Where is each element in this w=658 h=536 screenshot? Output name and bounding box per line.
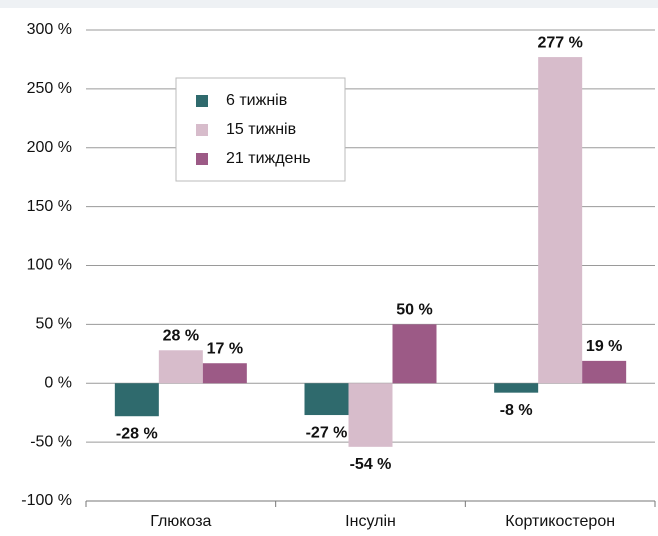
x-tick-label: Інсулін xyxy=(345,513,396,530)
bar xyxy=(202,363,247,384)
y-tick-label: 200 % xyxy=(27,139,72,156)
value-label: -54 % xyxy=(350,456,392,473)
bar xyxy=(494,383,539,393)
y-tick-label: -50 % xyxy=(30,433,72,450)
legend-label: 21 тиждень xyxy=(226,150,311,167)
value-label: -28 % xyxy=(116,425,158,442)
top-band xyxy=(0,0,658,8)
legend-label: 15 тижнів xyxy=(226,121,296,138)
y-tick-label: -100 % xyxy=(21,492,72,509)
legend-label: 6 тижнів xyxy=(226,92,287,109)
y-tick-label: 250 % xyxy=(27,80,72,97)
y-tick-label: 100 % xyxy=(27,257,72,274)
legend-swatch xyxy=(196,95,208,107)
value-label: 50 % xyxy=(396,302,432,319)
value-label: 28 % xyxy=(163,327,199,344)
value-label: 17 % xyxy=(207,340,243,357)
bar xyxy=(304,383,349,416)
y-tick-label: 50 % xyxy=(36,316,72,333)
bar xyxy=(114,383,159,417)
bar xyxy=(538,57,583,384)
legend-swatch xyxy=(196,124,208,136)
bar xyxy=(348,383,393,447)
bar xyxy=(158,350,203,384)
bar xyxy=(582,360,627,384)
value-label: -27 % xyxy=(306,424,348,441)
value-label: 277 % xyxy=(537,34,582,51)
value-label: -8 % xyxy=(500,402,533,419)
legend-swatch xyxy=(196,153,208,165)
x-tick-label: Глюкоза xyxy=(150,513,211,530)
x-tick-label: Кортикостерон xyxy=(505,513,615,530)
value-label: 19 % xyxy=(586,338,622,355)
y-tick-label: 150 % xyxy=(27,198,72,215)
bar xyxy=(392,324,437,384)
y-tick-label: 0 % xyxy=(44,374,72,391)
y-tick-label: 300 % xyxy=(27,21,72,38)
